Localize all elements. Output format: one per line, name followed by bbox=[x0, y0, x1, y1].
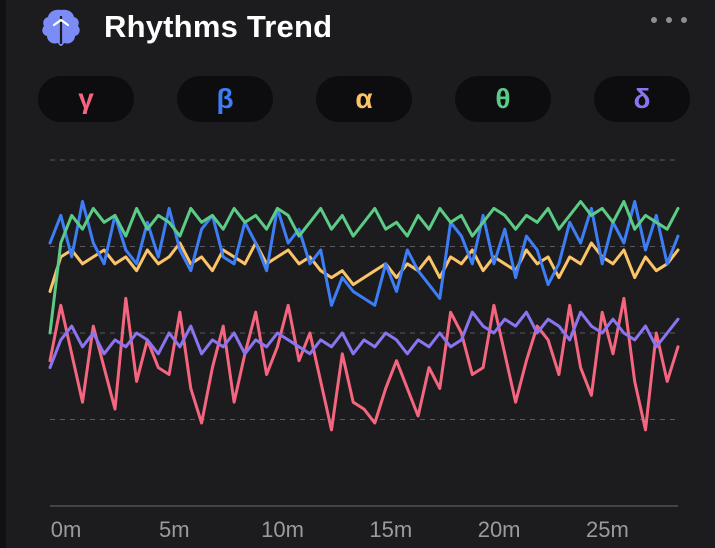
pill-label: α bbox=[355, 83, 373, 114]
card-header: Rhythms Trend bbox=[40, 5, 332, 49]
left-edge-divider bbox=[0, 0, 6, 548]
more-dot-icon bbox=[681, 17, 687, 23]
pill-label: β bbox=[216, 83, 234, 114]
pill-gamma[interactable]: γ bbox=[38, 76, 134, 122]
pill-delta[interactable]: δ bbox=[594, 76, 690, 122]
x-tick-label: 20m bbox=[478, 517, 521, 542]
pill-alpha[interactable]: α bbox=[316, 76, 412, 122]
pill-theta[interactable]: θ bbox=[455, 76, 551, 122]
more-options-button[interactable] bbox=[651, 10, 687, 30]
x-tick-label: 0m bbox=[51, 517, 82, 542]
more-dot-icon bbox=[666, 17, 672, 23]
page-title: Rhythms Trend bbox=[104, 9, 333, 44]
band-filter-pills: γ β α θ δ bbox=[38, 76, 690, 122]
x-tick-label: 5m bbox=[159, 517, 190, 542]
series-line-gamma bbox=[48, 296, 680, 432]
x-tick-label: 25m bbox=[586, 517, 629, 542]
x-tick-label: 15m bbox=[369, 517, 412, 542]
pill-label: θ bbox=[495, 83, 511, 114]
series-line-theta bbox=[48, 200, 680, 335]
pill-label: γ bbox=[78, 83, 94, 114]
pill-label: δ bbox=[633, 83, 651, 114]
pill-beta[interactable]: β bbox=[177, 76, 273, 122]
brain-icon bbox=[42, 9, 80, 46]
x-tick-label: 10m bbox=[261, 517, 304, 542]
more-dot-icon bbox=[651, 17, 657, 23]
series-line-delta bbox=[48, 310, 680, 370]
series-line-alpha bbox=[48, 241, 680, 293]
series-line-beta bbox=[48, 200, 680, 307]
